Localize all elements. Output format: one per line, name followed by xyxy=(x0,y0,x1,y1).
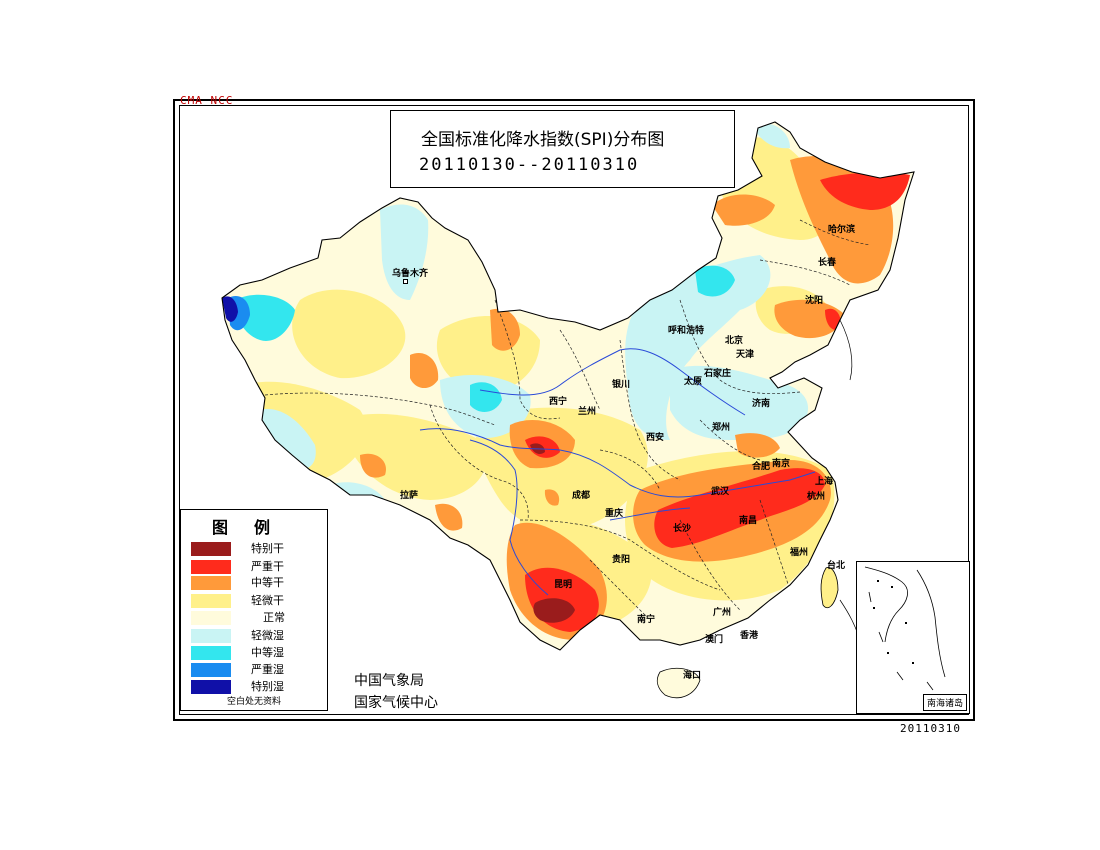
legend-label: 严重湿 xyxy=(251,663,284,676)
legend-label: 正常 xyxy=(263,611,285,624)
city-label: 南昌 xyxy=(739,516,758,526)
legend-item: 特别湿 xyxy=(181,680,327,696)
legend-item: 严重湿 xyxy=(181,663,327,679)
city-label: 银川 xyxy=(612,380,631,390)
city-label: 广州 xyxy=(713,608,732,618)
city-label: 太原 xyxy=(684,377,703,387)
city-label: 石家庄 xyxy=(704,369,732,379)
city-label: 沈阳 xyxy=(805,296,824,306)
city-label: 台北 xyxy=(827,561,846,571)
south-china-sea-inset: 南海诸岛 xyxy=(856,561,970,714)
city-label: 福州 xyxy=(790,548,809,558)
map-outer-frame xyxy=(173,99,975,721)
city-label: 合肥 xyxy=(752,462,771,472)
title-box: 全国标准化降水指数(SPI)分布图 20110130--20110310 xyxy=(390,110,735,188)
city-label: 兰州 xyxy=(578,407,597,417)
city-label: 长沙 xyxy=(673,524,692,534)
city-label: 武汉 xyxy=(711,487,730,497)
legend-item: 严重干 xyxy=(181,560,327,576)
legend-swatch xyxy=(191,646,231,660)
footer-date: 20110310 xyxy=(900,722,961,735)
legend: 图例 特别干 严重干 中等干 轻微干 正常 轻微湿 中等湿 严重湿 特别湿 空白… xyxy=(180,509,328,711)
legend-swatch xyxy=(191,611,231,625)
city-label: 贵阳 xyxy=(612,555,631,565)
city-label: 天津 xyxy=(736,350,755,360)
city-label: 郑州 xyxy=(712,423,731,433)
city-label: 重庆 xyxy=(605,509,624,519)
city-label: 乌鲁木齐 xyxy=(392,269,429,279)
legend-label: 中等湿 xyxy=(251,646,284,659)
legend-title: 图例 xyxy=(211,518,296,537)
legend-label: 严重干 xyxy=(251,560,284,573)
legend-label: 轻微干 xyxy=(251,594,284,607)
legend-label: 特别干 xyxy=(251,542,284,555)
map-inner-frame xyxy=(179,105,969,715)
cma-ncc-tag: CMA NCC xyxy=(180,94,234,107)
city-label: 香港 xyxy=(740,631,759,641)
city-label: 上海 xyxy=(815,477,834,487)
city-label: 南宁 xyxy=(637,615,656,625)
legend-label: 轻微湿 xyxy=(251,629,284,642)
legend-swatch xyxy=(191,542,231,556)
city-label: 西宁 xyxy=(549,397,568,407)
city-label: 南京 xyxy=(772,459,791,469)
legend-item: 中等湿 xyxy=(181,646,327,662)
legend-swatch xyxy=(191,594,231,608)
city-label: 成都 xyxy=(572,491,591,501)
legend-item: 正常 xyxy=(181,611,327,627)
city-label: 西安 xyxy=(646,433,665,443)
city-label: 海口 xyxy=(683,671,702,681)
city-label: 长春 xyxy=(818,258,837,268)
city-label: 哈尔滨 xyxy=(828,225,856,235)
legend-label: 中等干 xyxy=(251,576,284,589)
legend-item: 中等干 xyxy=(181,576,327,592)
legend-item: 轻微湿 xyxy=(181,629,327,645)
legend-swatch xyxy=(191,680,231,694)
map-title: 全国标准化降水指数(SPI)分布图 xyxy=(421,130,665,150)
legend-swatch xyxy=(191,663,231,677)
legend-label: 特别湿 xyxy=(251,680,284,693)
inset-label: 南海诸岛 xyxy=(922,694,967,711)
credit-ncc: 国家气候中心 xyxy=(354,695,438,711)
city-label: 呼和浩特 xyxy=(668,326,705,336)
city-label: 拉萨 xyxy=(400,491,419,501)
city-label: 济南 xyxy=(752,399,771,409)
legend-swatch xyxy=(191,576,231,590)
credit-cma: 中国气象局 xyxy=(354,673,424,689)
legend-swatch xyxy=(191,560,231,574)
legend-item: 特别干 xyxy=(181,542,327,558)
legend-note: 空白处无资料 xyxy=(226,697,281,707)
city-marker xyxy=(403,279,408,284)
legend-swatch xyxy=(191,629,231,643)
city-label: 澳门 xyxy=(705,635,724,645)
city-label: 昆明 xyxy=(554,580,573,590)
city-label: 北京 xyxy=(725,336,744,346)
inset-map xyxy=(864,566,946,691)
city-label: 杭州 xyxy=(807,492,826,502)
date-range: 20110130--20110310 xyxy=(419,155,640,175)
legend-item: 轻微干 xyxy=(181,594,327,610)
